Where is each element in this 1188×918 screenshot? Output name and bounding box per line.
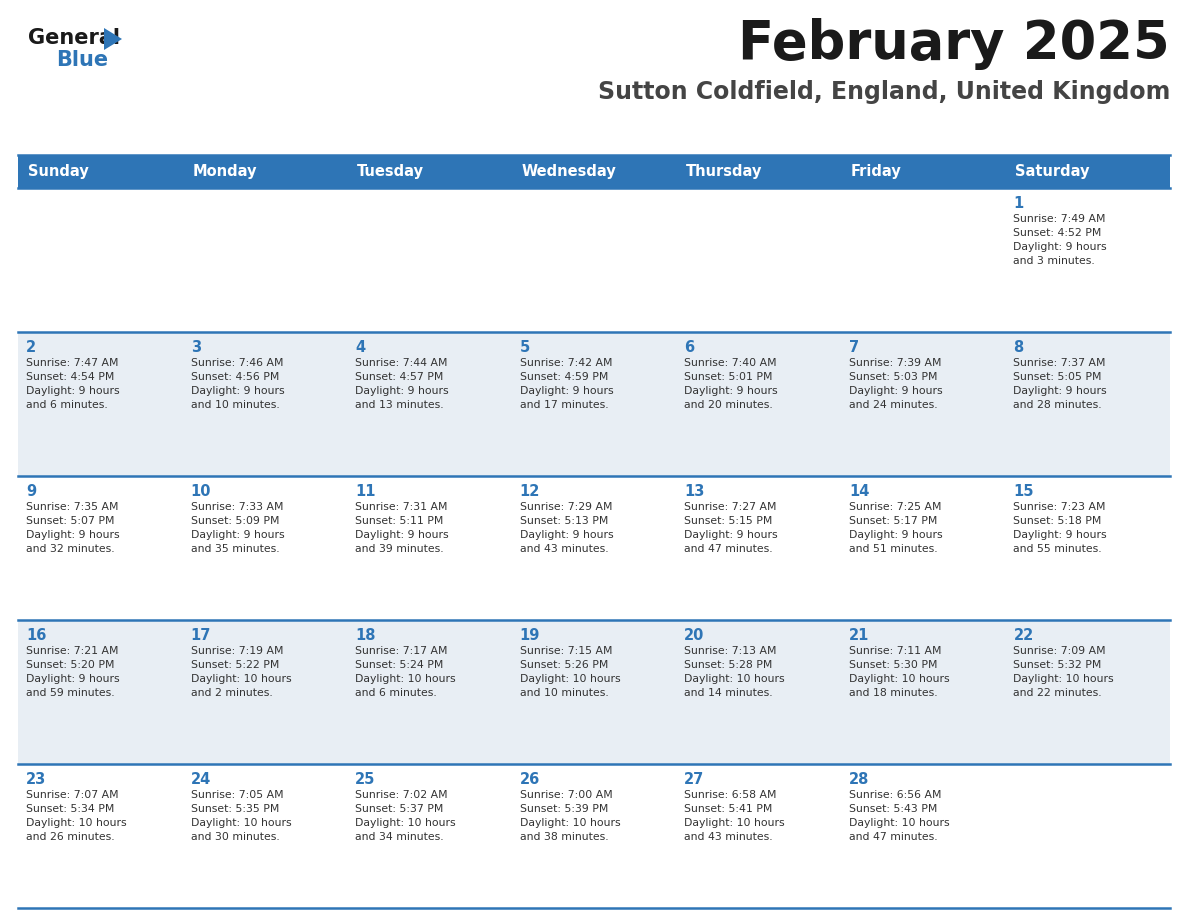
Text: Blue: Blue	[56, 50, 108, 70]
Text: Sunrise: 7:21 AM
Sunset: 5:20 PM
Daylight: 9 hours
and 59 minutes.: Sunrise: 7:21 AM Sunset: 5:20 PM Dayligh…	[26, 646, 120, 698]
Text: 5: 5	[519, 340, 530, 355]
Text: General: General	[29, 28, 120, 48]
Text: 19: 19	[519, 628, 541, 643]
Bar	[18, 476, 1170, 620]
Text: Sunrise: 6:56 AM
Sunset: 5:43 PM
Daylight: 10 hours
and 47 minutes.: Sunrise: 6:56 AM Sunset: 5:43 PM Dayligh…	[849, 790, 949, 842]
Text: Sunrise: 7:13 AM
Sunset: 5:28 PM
Daylight: 10 hours
and 14 minutes.: Sunrise: 7:13 AM Sunset: 5:28 PM Dayligh…	[684, 646, 785, 698]
Text: 17: 17	[190, 628, 211, 643]
Text: Sunrise: 7:37 AM
Sunset: 5:05 PM
Daylight: 9 hours
and 28 minutes.: Sunrise: 7:37 AM Sunset: 5:05 PM Dayligh…	[1013, 358, 1107, 410]
Bar	[1005, 155, 1170, 188]
Bar	[18, 188, 1170, 332]
Text: Sunrise: 7:07 AM
Sunset: 5:34 PM
Daylight: 10 hours
and 26 minutes.: Sunrise: 7:07 AM Sunset: 5:34 PM Dayligh…	[26, 790, 127, 842]
Text: Sunrise: 7:05 AM
Sunset: 5:35 PM
Daylight: 10 hours
and 30 minutes.: Sunrise: 7:05 AM Sunset: 5:35 PM Dayligh…	[190, 790, 291, 842]
Text: 11: 11	[355, 484, 375, 499]
Text: 4: 4	[355, 340, 365, 355]
Text: Sunrise: 7:40 AM
Sunset: 5:01 PM
Daylight: 9 hours
and 20 minutes.: Sunrise: 7:40 AM Sunset: 5:01 PM Dayligh…	[684, 358, 778, 410]
Bar	[183, 155, 347, 188]
Text: 3: 3	[190, 340, 201, 355]
Text: 9: 9	[26, 484, 36, 499]
Text: 10: 10	[190, 484, 211, 499]
Text: 20: 20	[684, 628, 704, 643]
Text: Sunrise: 7:19 AM
Sunset: 5:22 PM
Daylight: 10 hours
and 2 minutes.: Sunrise: 7:19 AM Sunset: 5:22 PM Dayligh…	[190, 646, 291, 698]
Text: 1: 1	[1013, 196, 1024, 211]
Text: Sunrise: 7:25 AM
Sunset: 5:17 PM
Daylight: 9 hours
and 51 minutes.: Sunrise: 7:25 AM Sunset: 5:17 PM Dayligh…	[849, 502, 942, 554]
Text: 7: 7	[849, 340, 859, 355]
Text: Sunrise: 7:15 AM
Sunset: 5:26 PM
Daylight: 10 hours
and 10 minutes.: Sunrise: 7:15 AM Sunset: 5:26 PM Dayligh…	[519, 646, 620, 698]
Text: 23: 23	[26, 772, 46, 787]
Text: 28: 28	[849, 772, 870, 787]
Polygon shape	[105, 28, 122, 50]
Text: 2: 2	[26, 340, 36, 355]
Text: 27: 27	[684, 772, 704, 787]
Text: February 2025: February 2025	[739, 18, 1170, 70]
Text: 25: 25	[355, 772, 375, 787]
Text: 22: 22	[1013, 628, 1034, 643]
Text: Sunrise: 6:58 AM
Sunset: 5:41 PM
Daylight: 10 hours
and 43 minutes.: Sunrise: 6:58 AM Sunset: 5:41 PM Dayligh…	[684, 790, 785, 842]
Text: Sunrise: 7:27 AM
Sunset: 5:15 PM
Daylight: 9 hours
and 47 minutes.: Sunrise: 7:27 AM Sunset: 5:15 PM Dayligh…	[684, 502, 778, 554]
Text: Saturday: Saturday	[1016, 164, 1089, 179]
Bar	[347, 155, 512, 188]
Text: 6: 6	[684, 340, 695, 355]
Text: 26: 26	[519, 772, 541, 787]
Text: Friday: Friday	[851, 164, 902, 179]
Bar	[18, 764, 1170, 908]
Text: Sunrise: 7:39 AM
Sunset: 5:03 PM
Daylight: 9 hours
and 24 minutes.: Sunrise: 7:39 AM Sunset: 5:03 PM Dayligh…	[849, 358, 942, 410]
Text: Sunrise: 7:42 AM
Sunset: 4:59 PM
Daylight: 9 hours
and 17 minutes.: Sunrise: 7:42 AM Sunset: 4:59 PM Dayligh…	[519, 358, 613, 410]
Text: Sutton Coldfield, England, United Kingdom: Sutton Coldfield, England, United Kingdo…	[598, 80, 1170, 104]
Text: Sunrise: 7:47 AM
Sunset: 4:54 PM
Daylight: 9 hours
and 6 minutes.: Sunrise: 7:47 AM Sunset: 4:54 PM Dayligh…	[26, 358, 120, 410]
Text: 12: 12	[519, 484, 541, 499]
Text: Sunrise: 7:44 AM
Sunset: 4:57 PM
Daylight: 9 hours
and 13 minutes.: Sunrise: 7:44 AM Sunset: 4:57 PM Dayligh…	[355, 358, 449, 410]
Text: Sunrise: 7:33 AM
Sunset: 5:09 PM
Daylight: 9 hours
and 35 minutes.: Sunrise: 7:33 AM Sunset: 5:09 PM Dayligh…	[190, 502, 284, 554]
Text: Sunrise: 7:23 AM
Sunset: 5:18 PM
Daylight: 9 hours
and 55 minutes.: Sunrise: 7:23 AM Sunset: 5:18 PM Dayligh…	[1013, 502, 1107, 554]
Text: Wednesday: Wednesday	[522, 164, 617, 179]
Bar	[18, 332, 1170, 476]
Text: Sunrise: 7:46 AM
Sunset: 4:56 PM
Daylight: 9 hours
and 10 minutes.: Sunrise: 7:46 AM Sunset: 4:56 PM Dayligh…	[190, 358, 284, 410]
Text: Sunrise: 7:00 AM
Sunset: 5:39 PM
Daylight: 10 hours
and 38 minutes.: Sunrise: 7:00 AM Sunset: 5:39 PM Dayligh…	[519, 790, 620, 842]
Text: Sunrise: 7:02 AM
Sunset: 5:37 PM
Daylight: 10 hours
and 34 minutes.: Sunrise: 7:02 AM Sunset: 5:37 PM Dayligh…	[355, 790, 456, 842]
Bar	[676, 155, 841, 188]
Text: Thursday: Thursday	[687, 164, 763, 179]
Text: Sunrise: 7:09 AM
Sunset: 5:32 PM
Daylight: 10 hours
and 22 minutes.: Sunrise: 7:09 AM Sunset: 5:32 PM Dayligh…	[1013, 646, 1114, 698]
Bar	[841, 155, 1005, 188]
Text: 13: 13	[684, 484, 704, 499]
Text: 8: 8	[1013, 340, 1024, 355]
Text: Monday: Monday	[192, 164, 257, 179]
Text: 24: 24	[190, 772, 210, 787]
Text: Sunday: Sunday	[29, 164, 89, 179]
Text: Sunrise: 7:29 AM
Sunset: 5:13 PM
Daylight: 9 hours
and 43 minutes.: Sunrise: 7:29 AM Sunset: 5:13 PM Dayligh…	[519, 502, 613, 554]
Text: 18: 18	[355, 628, 375, 643]
Text: Tuesday: Tuesday	[358, 164, 424, 179]
Text: 21: 21	[849, 628, 870, 643]
Text: 15: 15	[1013, 484, 1034, 499]
Text: Sunrise: 7:35 AM
Sunset: 5:07 PM
Daylight: 9 hours
and 32 minutes.: Sunrise: 7:35 AM Sunset: 5:07 PM Dayligh…	[26, 502, 120, 554]
Text: 16: 16	[26, 628, 46, 643]
Bar	[18, 155, 183, 188]
Text: Sunrise: 7:49 AM
Sunset: 4:52 PM
Daylight: 9 hours
and 3 minutes.: Sunrise: 7:49 AM Sunset: 4:52 PM Dayligh…	[1013, 214, 1107, 266]
Bar	[512, 155, 676, 188]
Text: Sunrise: 7:17 AM
Sunset: 5:24 PM
Daylight: 10 hours
and 6 minutes.: Sunrise: 7:17 AM Sunset: 5:24 PM Dayligh…	[355, 646, 456, 698]
Text: Sunrise: 7:31 AM
Sunset: 5:11 PM
Daylight: 9 hours
and 39 minutes.: Sunrise: 7:31 AM Sunset: 5:11 PM Dayligh…	[355, 502, 449, 554]
Text: 14: 14	[849, 484, 870, 499]
Text: Sunrise: 7:11 AM
Sunset: 5:30 PM
Daylight: 10 hours
and 18 minutes.: Sunrise: 7:11 AM Sunset: 5:30 PM Dayligh…	[849, 646, 949, 698]
Bar	[18, 620, 1170, 764]
